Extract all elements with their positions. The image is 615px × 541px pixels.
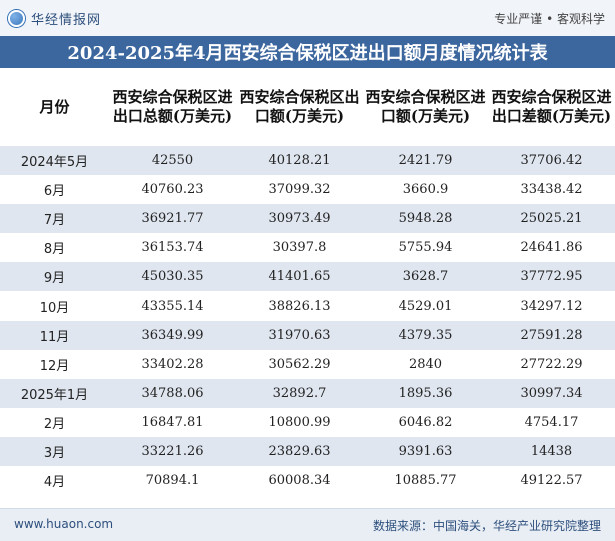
- table-row: 10月 43355.14 38826.13 4529.01 34297.12: [0, 291, 615, 321]
- cell-import: 4379.35: [363, 320, 488, 350]
- cell-import: 5755.94: [363, 233, 488, 263]
- cell-month: 2月: [0, 407, 109, 437]
- cell-balance: 37706.42: [488, 146, 615, 176]
- column-header-total: 西安综合保税区进出口总额(万美元): [109, 68, 236, 146]
- cell-import: 9391.63: [363, 436, 488, 467]
- cell-balance: 24641.86: [488, 233, 615, 263]
- cell-balance: 4754.17: [488, 407, 615, 437]
- cell-month: 8月: [0, 233, 109, 263]
- cell-import: 10885.77: [363, 466, 488, 496]
- cell-balance: 25025.21: [488, 204, 615, 234]
- cell-balance: 34297.12: [488, 291, 615, 321]
- cell-month: 11月: [0, 320, 109, 350]
- cell-total: 43355.14: [109, 291, 236, 321]
- cell-export: 38826.13: [236, 291, 363, 321]
- cell-balance: 27722.29: [488, 349, 615, 379]
- cell-import: 6046.82: [363, 407, 488, 437]
- website-link[interactable]: www.huaon.com: [14, 517, 114, 531]
- table-row: 3月 33221.26 23829.63 9391.63 14438: [0, 436, 615, 467]
- brand-name: 华经情报网: [31, 13, 102, 28]
- table-row: 2025年1月 34788.06 32892.7 1895.36 30997.34: [0, 378, 615, 408]
- column-header-export: 西安综合保税区出口额(万美元): [236, 68, 363, 146]
- table-row: 8月 36153.74 30397.8 5755.94 24641.86: [0, 233, 615, 263]
- table-row: 2月 16847.81 10800.99 6046.82 4754.17: [0, 407, 615, 437]
- column-header-balance: 西安综合保税区进出口差额(万美元): [488, 68, 615, 146]
- cell-total: 40760.23: [109, 175, 236, 205]
- cell-export: 37099.32: [236, 175, 363, 205]
- header-row: 月份 西安综合保税区进出口总额(万美元) 西安综合保税区出口额(万美元) 西安综…: [0, 68, 615, 146]
- data-table: 月份 西安综合保税区进出口总额(万美元) 西安综合保税区出口额(万美元) 西安综…: [0, 68, 615, 496]
- cell-export: 32892.7: [236, 378, 363, 408]
- table-row: 7月 36921.77 30973.49 5948.28 25025.21: [0, 204, 615, 234]
- cell-month: 4月: [0, 466, 109, 496]
- footer: www.huaon.com 数据来源：中国海关，华经产业研究院整理: [0, 508, 615, 541]
- cell-total: 42550: [109, 146, 236, 176]
- cell-total: 34788.06: [109, 378, 236, 408]
- title-band: 2024-2025年4月西安综合保税区进出口额月度情况统计表: [0, 36, 615, 68]
- cell-total: 36349.99: [109, 320, 236, 350]
- cell-export: 10800.99: [236, 407, 363, 437]
- cell-export: 31970.63: [236, 320, 363, 350]
- cell-total: 70894.1: [109, 466, 236, 496]
- cell-month: 3月: [0, 436, 109, 467]
- cell-month: 9月: [0, 262, 109, 292]
- cell-import: 2421.79: [363, 146, 488, 176]
- top-bar: 华经情报网 专业严谨 • 客观科学: [0, 0, 615, 37]
- cell-month: 2025年1月: [0, 378, 109, 408]
- cell-export: 60008.34: [236, 466, 363, 496]
- cell-balance: 27591.28: [488, 320, 615, 350]
- column-header-import: 西安综合保税区进口额(万美元): [363, 68, 488, 146]
- page-title: 2024-2025年4月西安综合保税区进出口额月度情况统计表: [67, 43, 548, 64]
- cell-export: 23829.63: [236, 436, 363, 467]
- table-row: 11月 36349.99 31970.63 4379.35 27591.28: [0, 320, 615, 350]
- cell-export: 41401.65: [236, 262, 363, 292]
- cell-total: 36921.77: [109, 204, 236, 234]
- cell-import: 3660.9: [363, 175, 488, 205]
- cell-total: 36153.74: [109, 233, 236, 263]
- cell-month: 2024年5月: [0, 146, 109, 176]
- cell-export: 30397.8: [236, 233, 363, 263]
- cell-total: 33221.26: [109, 436, 236, 467]
- cell-balance: 33438.42: [488, 175, 615, 205]
- cell-import: 1895.36: [363, 378, 488, 408]
- slogan: 专业严谨 • 客观科学: [494, 12, 605, 26]
- table-body: 2024年5月 42550 40128.21 2421.79 37706.42 6月 407…: [0, 146, 615, 496]
- cell-total: 16847.81: [109, 407, 236, 437]
- cell-export: 40128.21: [236, 146, 363, 176]
- cell-import: 4529.01: [363, 291, 488, 321]
- cell-balance: 37772.95: [488, 262, 615, 292]
- cell-month: 7月: [0, 204, 109, 234]
- cell-import: 3628.7: [363, 262, 488, 292]
- cell-total: 33402.28: [109, 349, 236, 379]
- cell-export: 30562.29: [236, 349, 363, 379]
- cell-balance: 49122.57: [488, 466, 615, 496]
- cell-import: 2840: [363, 349, 488, 379]
- brand-logo-icon: [8, 10, 25, 27]
- cell-export: 30973.49: [236, 204, 363, 234]
- data-source-note: 数据来源：中国海关，华经产业研究院整理: [372, 519, 601, 533]
- table-row: 2024年5月 42550 40128.21 2421.79 37706.42: [0, 146, 615, 176]
- table-row: 9月 45030.35 41401.65 3628.7 37772.95: [0, 262, 615, 292]
- cell-balance: 14438: [488, 436, 615, 467]
- cell-month: 10月: [0, 291, 109, 321]
- table-row: 6月 40760.23 37099.32 3660.9 33438.42: [0, 175, 615, 205]
- table-row: 12月 33402.28 30562.29 2840 27722.29: [0, 349, 615, 379]
- cell-balance: 30997.34: [488, 378, 615, 408]
- cell-import: 5948.28: [363, 204, 488, 234]
- table-row: 4月 70894.1 60008.34 10885.77 49122.57: [0, 466, 615, 496]
- brand[interactable]: 华经情报网: [8, 9, 101, 28]
- cell-total: 45030.35: [109, 262, 236, 292]
- column-header-month: 月份: [0, 68, 109, 146]
- cell-month: 12月: [0, 349, 109, 379]
- cell-month: 6月: [0, 175, 109, 205]
